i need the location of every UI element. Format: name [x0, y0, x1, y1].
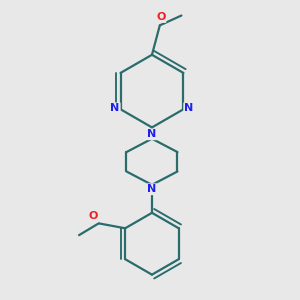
Text: O: O — [88, 212, 98, 221]
Text: N: N — [110, 103, 120, 113]
Text: O: O — [156, 12, 166, 22]
Text: N: N — [147, 129, 157, 139]
Text: N: N — [184, 103, 194, 113]
Text: N: N — [147, 184, 157, 194]
